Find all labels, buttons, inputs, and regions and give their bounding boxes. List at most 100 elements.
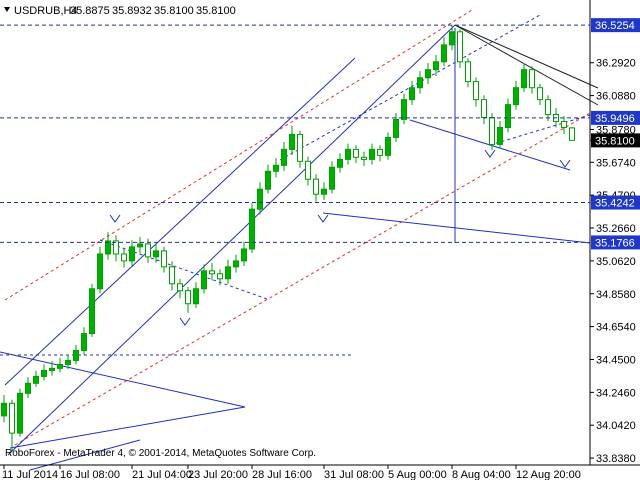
- candle-body: [49, 367, 55, 371]
- candle-body: [233, 260, 239, 268]
- candle-body: [289, 133, 295, 150]
- y-tick-label: 35.0620: [596, 256, 636, 268]
- candle-body: [145, 243, 151, 258]
- candle-body: [25, 382, 31, 394]
- level-label: 36.5254: [595, 20, 635, 32]
- trend-line: [454, 24, 599, 106]
- candle-body: [465, 61, 471, 83]
- candle-body: [185, 290, 191, 305]
- candle-body: [121, 253, 127, 262]
- candle-body: [377, 148, 383, 156]
- candle-body: [97, 253, 103, 290]
- arrow-mark: [317, 214, 329, 223]
- candle-body: [73, 349, 79, 361]
- candle-body: [417, 77, 423, 89]
- y-tick-label: 34.6540: [596, 322, 636, 334]
- trend-line: [0, 351, 246, 408]
- candle-body: [537, 87, 543, 101]
- candle-body: [193, 288, 199, 305]
- candle-body: [249, 208, 255, 250]
- x-tick-label: 28 Jul 16:00: [252, 469, 312, 480]
- trend-line: [9, 406, 246, 449]
- x-tick-label: 21 Jul 04:00: [132, 469, 192, 480]
- level-label-bg: [591, 195, 640, 210]
- candle-body: [225, 266, 231, 280]
- analysis-drawings: [0, 9, 599, 471]
- y-tick-label: 35.2660: [596, 223, 636, 235]
- arrow-mark: [484, 149, 496, 158]
- x-tick-label: 11 Jul 2014: [2, 469, 58, 480]
- candle-body: [257, 188, 263, 210]
- arrow-mark: [109, 214, 121, 223]
- candle-body: [561, 121, 567, 128]
- x-tick-label: 5 Aug 00:00: [388, 469, 447, 480]
- candle-body: [241, 248, 247, 262]
- y-tick-label: 34.0420: [596, 420, 636, 432]
- y-tick-label: 34.2460: [596, 387, 636, 399]
- candle-body: [137, 243, 143, 248]
- candle-body: [81, 333, 87, 351]
- candle-body: [441, 44, 447, 63]
- x-tick-label: 12 Aug 20:00: [516, 469, 581, 480]
- candle-body: [305, 160, 311, 180]
- level-label-bg: [591, 18, 640, 33]
- header-close: 35.8100: [196, 5, 236, 17]
- candle-body: [273, 164, 279, 172]
- candle-body: [113, 240, 119, 255]
- candle-body: [217, 273, 223, 280]
- candle-body: [545, 99, 551, 115]
- symbol: USDRUB,H4: [14, 5, 78, 17]
- arrow-mark: [179, 317, 191, 326]
- candle-body: [9, 402, 15, 434]
- candle-body: [161, 250, 167, 268]
- candle-body: [353, 148, 359, 158]
- candle-body: [449, 31, 455, 46]
- candle-body: [329, 166, 335, 190]
- footer: RoboForex - MetaTrader 4, © 2001-2014, M…: [5, 448, 316, 459]
- candle-body: [521, 69, 527, 89]
- x-tick-label: 31 Jul 08:00: [324, 469, 384, 480]
- trend-line: [4, 57, 356, 386]
- candle-body: [153, 250, 159, 258]
- header-icon: [4, 7, 10, 12]
- candle-body: [337, 158, 343, 168]
- header-low: 35.8100: [154, 5, 194, 17]
- candle-body: [361, 156, 367, 160]
- dashed-line: [279, 14, 541, 161]
- candle-body: [281, 148, 287, 166]
- candle-body: [89, 288, 95, 335]
- y-tick-label: 36.0880: [596, 91, 636, 103]
- candle-body: [409, 87, 415, 101]
- candle-body: [65, 359, 71, 365]
- y-tick-label: 34.4500: [596, 354, 636, 366]
- candle-body: [529, 69, 535, 89]
- candle-body: [345, 148, 351, 160]
- candle-body: [17, 392, 23, 434]
- candle-body: [481, 99, 487, 119]
- arrow-mark: [559, 159, 571, 168]
- candle-body: [401, 99, 407, 120]
- candle-body: [201, 270, 207, 290]
- candle-body: [1, 402, 7, 417]
- candle-body: [505, 104, 511, 128]
- candle-body: [177, 283, 183, 292]
- candle-body: [297, 133, 303, 162]
- candle-body: [425, 69, 431, 79]
- candle-body: [265, 170, 271, 190]
- y-tick-label: 36.2920: [596, 58, 636, 70]
- trend-line: [454, 24, 599, 89]
- candle-body: [513, 87, 519, 106]
- trend-line: [7, 24, 456, 456]
- candle-body: [433, 61, 439, 71]
- header-open: 35.8875: [70, 5, 110, 17]
- candle-body: [569, 127, 575, 141]
- candle-body: [313, 178, 319, 195]
- level-label-bg: [591, 110, 640, 125]
- level-label: 35.4242: [595, 198, 635, 210]
- level-label: 35.9496: [595, 113, 635, 125]
- candle-body: [497, 126, 503, 145]
- y-tick-label: 33.8380: [596, 453, 636, 465]
- x-tick-label: 8 Aug 04:00: [452, 469, 511, 480]
